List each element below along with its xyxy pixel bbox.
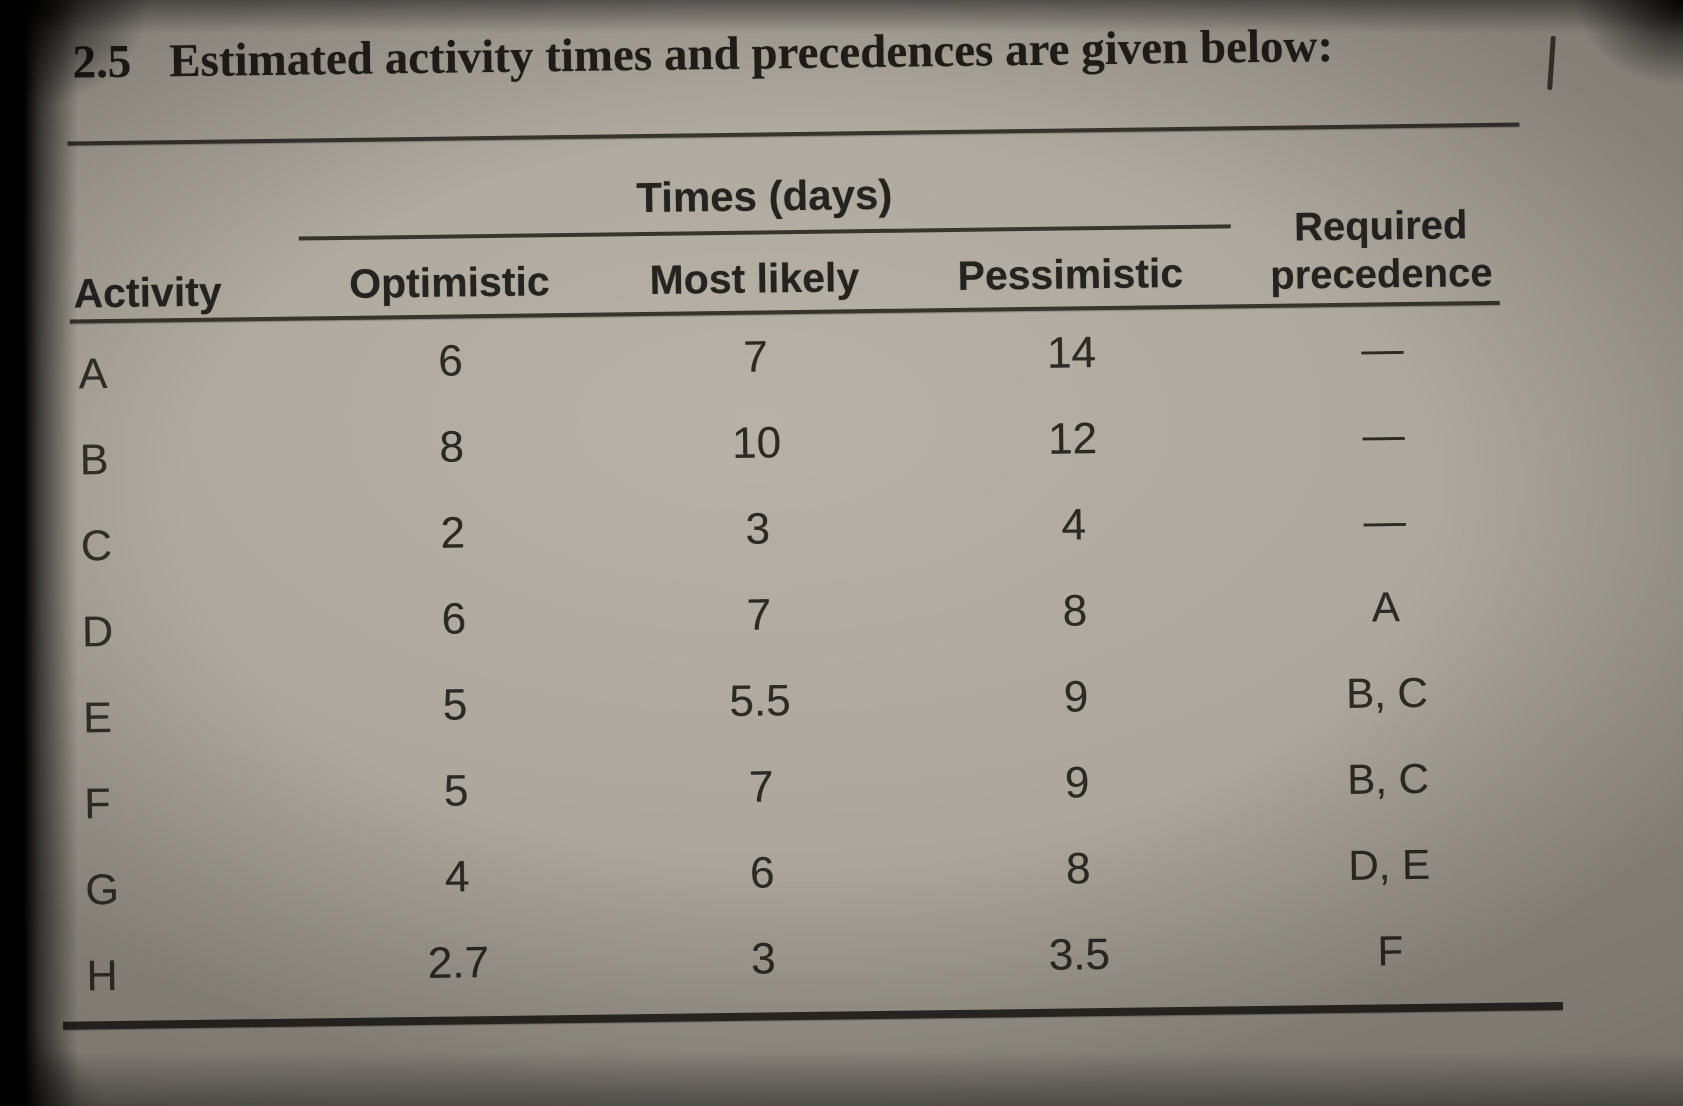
- precedence-cell: A: [1371, 583, 1401, 631]
- activity-cell: A: [78, 349, 108, 398]
- optimistic-cell: 6: [441, 594, 467, 644]
- printed-content: 2.5 Estimated activity times and preceden…: [63, 10, 1564, 1030]
- exercise-title-text: Estimated activity times and precedences…: [168, 19, 1334, 88]
- activity-cell: B: [79, 435, 109, 484]
- most-likely-cell: 7: [748, 762, 774, 812]
- column-header-optimistic: Optimistic: [348, 258, 550, 307]
- precedence-cell: —: [1362, 411, 1405, 459]
- precedence-cell: F: [1377, 927, 1404, 975]
- pessimistic-cell: 4: [1061, 500, 1087, 550]
- pessimistic-cell: 8: [1062, 586, 1088, 636]
- pessimistic-cell: 14: [1046, 328, 1097, 378]
- most-likely-cell: 3: [750, 934, 776, 984]
- optimistic-cell: 2: [440, 508, 466, 558]
- optimistic-cell: 2.7: [427, 938, 490, 988]
- most-likely-cell: 7: [746, 590, 772, 640]
- most-likely-cell: 3: [745, 504, 771, 554]
- table-row: H 2.7 3 3.5 F: [78, 906, 1541, 1011]
- pessimistic-cell: 9: [1064, 758, 1090, 808]
- optimistic-cell: 5: [442, 680, 468, 730]
- optimistic-cell: 8: [438, 422, 465, 472]
- activity-cell: H: [86, 951, 118, 1000]
- most-likely-cell: 5.5: [728, 676, 791, 726]
- activity-cell: F: [83, 779, 111, 828]
- pessimistic-cell: 12: [1047, 414, 1098, 464]
- precedence-cell: D, E: [1347, 840, 1431, 889]
- times-group-underline: [298, 224, 1231, 241]
- precedence-cell: —: [1363, 497, 1406, 545]
- activity-cell: E: [82, 693, 113, 742]
- most-likely-cell: 7: [742, 332, 768, 382]
- precedence-cell: B, C: [1345, 668, 1429, 717]
- times-group-label: Times (days): [636, 170, 893, 222]
- most-likely-cell: 6: [749, 848, 775, 898]
- exercise-number: 2.5: [72, 35, 132, 89]
- pessimistic-cell: 8: [1065, 844, 1091, 894]
- table-body: A 6 7 14 — B 8 10 12 — C 2 3 4 — D: [70, 304, 1541, 1011]
- times-group-header: Times (days): [298, 144, 1231, 241]
- activity-cell: D: [81, 607, 114, 656]
- optimistic-cell: 5: [443, 766, 469, 816]
- column-header-pessimistic: Pessimistic: [957, 249, 1184, 299]
- optimistic-cell: 4: [444, 852, 470, 902]
- activity-cell: G: [85, 865, 120, 914]
- table-header: Times (days) Required precedence Activit…: [68, 126, 1532, 319]
- activity-cell: C: [80, 521, 113, 570]
- optimistic-cell: 6: [437, 336, 463, 386]
- most-likely-cell: 10: [731, 418, 782, 468]
- precedence-cell: —: [1361, 325, 1404, 373]
- column-header-activity: Activity: [73, 268, 222, 317]
- column-header-most-likely: Most likely: [649, 254, 860, 303]
- pessimistic-cell: 9: [1063, 672, 1089, 722]
- required-precedence-header: Required precedence: [1269, 203, 1493, 298]
- pessimistic-cell: 3.5: [1048, 929, 1111, 980]
- precedence-cell: B, C: [1346, 754, 1430, 803]
